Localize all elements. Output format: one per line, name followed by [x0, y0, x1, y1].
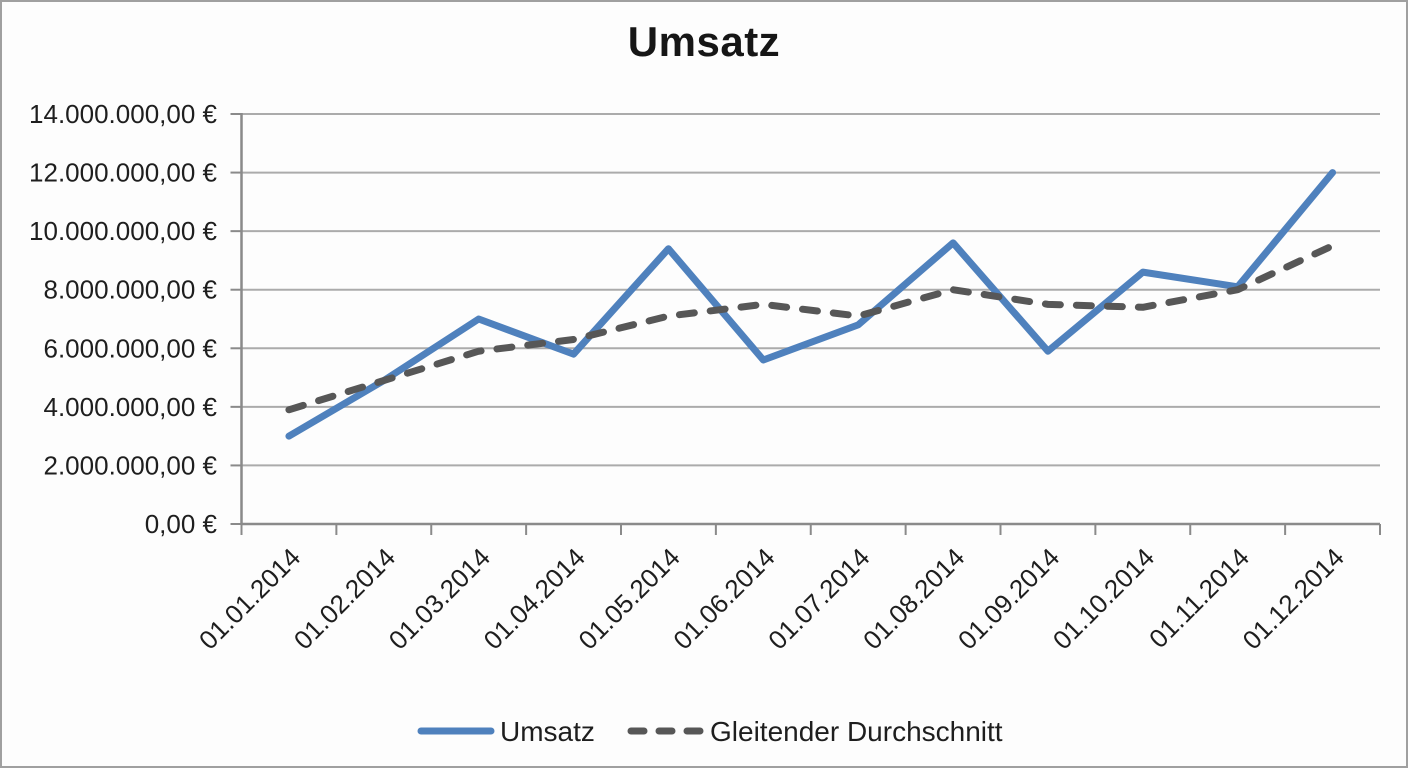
y-gridlines — [241, 113, 1380, 467]
y-axis-label: 14.000.000,00 € — [29, 99, 217, 129]
y-axis-label: 6.000.000,00 € — [44, 333, 218, 363]
x-axis-label: 01.10.2014 — [1047, 542, 1160, 655]
x-axis-label: 01.01.2014 — [193, 542, 306, 655]
x-axis-label: 01.04.2014 — [478, 542, 591, 655]
x-axis-label: 01.05.2014 — [572, 542, 685, 655]
x-axis-label: 01.09.2014 — [952, 542, 1065, 655]
y-axis-labels: 0,00 € 2.000.000,00 € 4.000.000,00 € 6.000.… — [29, 99, 218, 539]
x-axis-label: 01.12.2014 — [1237, 542, 1350, 655]
series-line-gleitender-durchschnitt — [285, 242, 1337, 414]
y-axis-label: 8.000.000,00 € — [44, 275, 218, 305]
y-axis-ticks — [230, 113, 242, 525]
series-line-umsatz — [285, 169, 1337, 440]
legend-label-umsatz: Umsatz — [500, 716, 595, 747]
chart-title: Umsatz — [627, 18, 781, 65]
series-lines — [285, 169, 1337, 440]
x-axis-ticks — [240, 524, 1381, 535]
y-axis-label: 12.000.000,00 € — [29, 158, 217, 188]
legend: Umsatz Gleitender Durchschnitt — [417, 716, 1003, 747]
y-axis-label: 4.000.000,00 € — [44, 392, 218, 422]
x-axis-label: 01.11.2014 — [1143, 542, 1255, 654]
x-axis-label: 01.07.2014 — [762, 542, 875, 655]
x-axis-label: 01.03.2014 — [383, 542, 496, 655]
legend-label-gleitender-durchschnitt: Gleitender Durchschnitt — [710, 716, 1003, 747]
axes — [240, 113, 1380, 526]
x-axis-label: 01.02.2014 — [288, 542, 401, 655]
x-axis-label: 01.06.2014 — [667, 542, 780, 655]
x-axis-labels: 01.01.201401.02.201401.03.201401.04.2014… — [193, 542, 1350, 655]
y-axis-label: 0,00 € — [145, 509, 218, 539]
y-axis-label: 10.000.000,00 € — [29, 216, 217, 246]
y-axis-label: 2.000.000,00 € — [44, 450, 218, 480]
x-axis-label: 01.08.2014 — [857, 542, 970, 655]
